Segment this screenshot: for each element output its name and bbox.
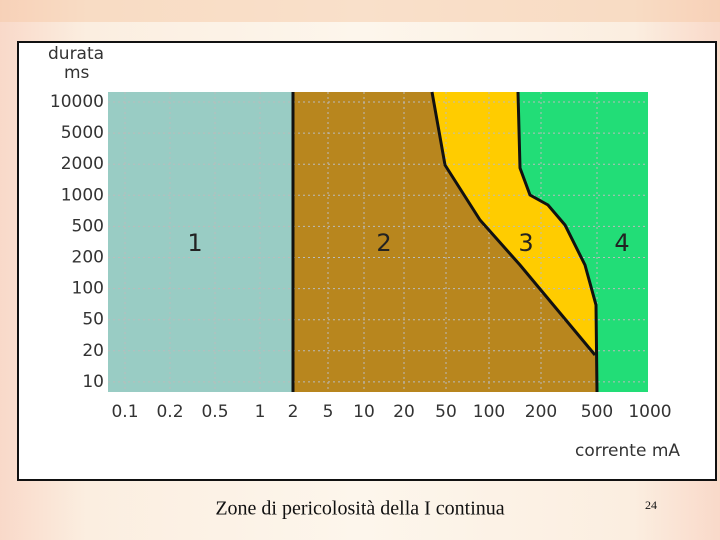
y-tick-label: 10: [82, 372, 104, 392]
top-band: [0, 0, 720, 22]
x-tick-label: 100: [473, 402, 505, 422]
y-tick-label: 500: [72, 216, 104, 236]
zone-label: 3: [518, 229, 533, 257]
page-number: 24: [645, 498, 657, 512]
y-tick-label: 200: [72, 248, 104, 268]
zone-label: 4: [614, 229, 629, 257]
y-tick-label: 10000: [50, 92, 104, 112]
plot: [108, 91, 648, 393]
y-tick-label: 1000: [61, 185, 104, 205]
zone-3-area: [432, 92, 596, 355]
y-axis-title: ms: [64, 63, 90, 83]
x-tick-label: 20: [393, 402, 415, 422]
x-tick-label: 5: [323, 402, 334, 422]
zone-2-area: [293, 92, 597, 392]
x-tick-label: 1: [255, 402, 266, 422]
x-tick-label: 10: [353, 402, 375, 422]
x-tick-label: 0.5: [201, 402, 228, 422]
y-tick-label: 5000: [61, 123, 104, 143]
x-axis-title: corrente mA: [575, 441, 680, 461]
boundary-2-3: [430, 91, 597, 356]
caption: Zone di pericolosità della I continua: [215, 498, 504, 520]
y-tick-label: 50: [82, 310, 104, 330]
y-tick-label: 2000: [61, 154, 104, 174]
x-tick-label: 0.2: [156, 402, 183, 422]
x-tick-label: 2: [288, 402, 299, 422]
y-tick-label: 20: [82, 341, 104, 361]
x-tick-label: 200: [525, 402, 557, 422]
x-tick-label: 0.1: [111, 402, 138, 422]
x-tick-label: 1000: [628, 402, 671, 422]
boundary-3-4: [516, 91, 599, 393]
y-axis-title: durata: [48, 44, 104, 64]
x-tick-label: 50: [435, 402, 457, 422]
y-tick-label: 100: [72, 279, 104, 299]
zone-label: 1: [187, 229, 202, 257]
x-tick-label: 500: [581, 402, 613, 422]
zone-label: 2: [376, 229, 391, 257]
